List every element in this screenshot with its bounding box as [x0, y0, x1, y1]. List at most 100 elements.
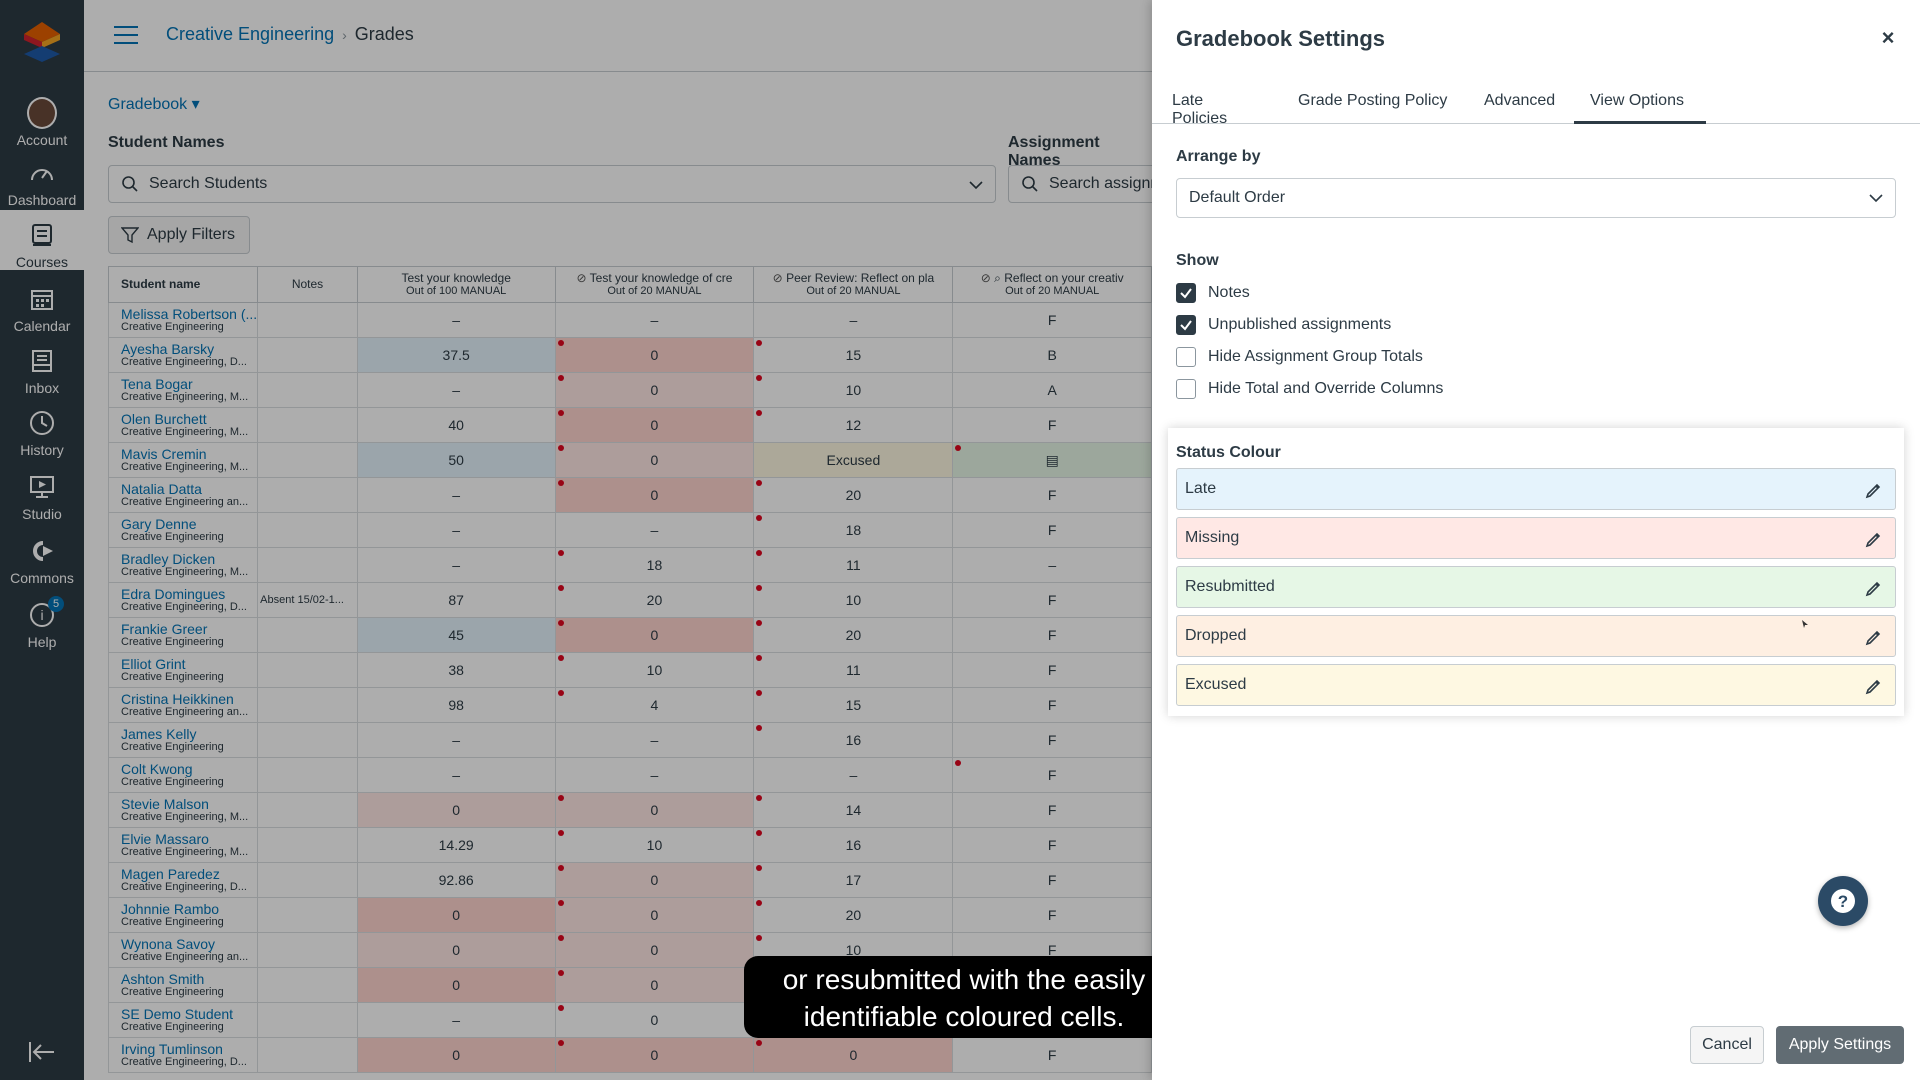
status-missing[interactable]: Missing [1176, 517, 1896, 559]
checkbox-notes[interactable]: Notes [1176, 282, 1250, 304]
grade-cell[interactable]: F [952, 897, 1152, 933]
nav-dashboard[interactable]: Dashboard [0, 148, 84, 208]
grade-cell[interactable]: – [554, 302, 755, 338]
student-name-link[interactable]: Magen Paredez [121, 865, 220, 882]
edit-pencil-icon[interactable] [1865, 677, 1883, 695]
edit-pencil-icon[interactable] [1865, 579, 1883, 597]
grade-cell[interactable]: F [952, 827, 1152, 863]
grade-cell[interactable]: 10 [753, 582, 954, 618]
hamburger-menu-icon[interactable] [114, 26, 138, 46]
checkbox-box[interactable] [1176, 379, 1196, 399]
notes-cell[interactable] [257, 932, 358, 968]
grade-cell[interactable]: 10 [554, 827, 755, 863]
notes-cell[interactable] [257, 617, 358, 653]
edit-pencil-icon[interactable] [1865, 628, 1883, 646]
column-header-assignment-3[interactable]: ⊘ Peer Review: Reflect on pla Out of 20 M… [753, 266, 954, 303]
grade-cell[interactable]: 0 [554, 337, 755, 373]
student-name-link[interactable]: Gary Denne [121, 515, 197, 532]
tab-grade-posting-policy[interactable]: Grade Posting Policy [1298, 92, 1448, 109]
student-name-link[interactable]: Natalia Datta [121, 480, 202, 497]
column-header-student-name[interactable]: Student name [107, 266, 259, 303]
grade-cell[interactable]: 20 [554, 582, 755, 618]
grade-cell[interactable]: 92.86 [356, 862, 556, 898]
notes-cell[interactable] [257, 407, 358, 443]
checkbox-box[interactable] [1176, 347, 1196, 367]
nav-account[interactable]: Account [0, 88, 84, 148]
grade-cell[interactable]: 0 [356, 897, 556, 933]
canvas-logo-icon[interactable] [22, 20, 62, 64]
student-name-link[interactable]: Olen Burchett [121, 410, 207, 427]
grade-cell[interactable]: – [356, 302, 556, 338]
apply-settings-button[interactable]: Apply Settings [1776, 1026, 1904, 1064]
nav-studio[interactable]: Studio [0, 462, 84, 522]
student-name-link[interactable]: Bradley Dicken [121, 550, 216, 567]
tab-view-options[interactable]: View Options [1574, 92, 1706, 124]
student-name-link[interactable]: Wynona Savoy [121, 935, 216, 952]
student-name-link[interactable]: Elliot Grint [121, 655, 186, 672]
modal-backdrop[interactable] [0, 0, 1152, 1080]
student-name-link[interactable]: Melissa Robertson (... [121, 305, 258, 322]
notes-cell[interactable] [257, 722, 358, 758]
grade-cell[interactable]: 20 [753, 897, 954, 933]
grade-cell[interactable]: 15 [753, 337, 954, 373]
student-name-link[interactable]: Colt Kwong [121, 760, 193, 777]
status-excused[interactable]: Excused [1176, 664, 1896, 706]
grade-cell[interactable]: 87 [356, 582, 556, 618]
nav-calendar[interactable]: Calendar [0, 274, 84, 334]
student-name-link[interactable]: Edra Domingues [121, 585, 226, 602]
grade-cell[interactable]: 40 [356, 407, 556, 443]
grade-cell[interactable]: F [952, 1037, 1152, 1073]
grade-cell[interactable]: 0 [554, 1002, 755, 1038]
grade-cell[interactable]: F [952, 477, 1152, 513]
grade-cell[interactable]: – [356, 1002, 556, 1038]
grade-cell[interactable]: – [753, 757, 954, 793]
tab-advanced[interactable]: Advanced [1484, 92, 1556, 109]
notes-cell[interactable] [257, 652, 358, 688]
grade-cell[interactable]: – [554, 757, 755, 793]
status-late[interactable]: Late [1176, 468, 1896, 510]
tab-late-policies[interactable]: Late Policies [1172, 92, 1228, 127]
grade-cell[interactable]: 18 [554, 547, 755, 583]
notes-cell[interactable] [257, 862, 358, 898]
grade-cell[interactable]: 20 [753, 617, 954, 653]
grade-cell[interactable]: A [952, 372, 1152, 408]
grade-cell[interactable]: 16 [753, 722, 954, 758]
student-name-link[interactable]: SE Demo Student [121, 1005, 234, 1022]
close-icon[interactable]: × [1881, 25, 1895, 50]
grade-cell[interactable]: 14 [753, 792, 954, 828]
notes-cell[interactable]: Absent 15/02-1... [257, 582, 358, 618]
grade-cell[interactable]: F [952, 407, 1152, 443]
grade-cell[interactable]: F [952, 687, 1152, 723]
edit-pencil-icon[interactable] [1865, 481, 1883, 499]
grade-cell[interactable]: 0 [554, 932, 755, 968]
column-header-notes[interactable]: Notes [257, 266, 358, 303]
grade-cell[interactable]: 16 [753, 827, 954, 863]
checkbox-box[interactable] [1176, 315, 1196, 335]
column-header-assignment-1[interactable]: Test your knowledge Out of 100 MANUAL [356, 266, 556, 303]
grade-cell[interactable]: 38 [356, 652, 556, 688]
grade-cell[interactable]: 17 [753, 862, 954, 898]
grade-cell[interactable]: F [952, 512, 1152, 548]
student-name-link[interactable]: Irving Tumlinson [121, 1040, 223, 1057]
checkbox-hide-total-override[interactable]: Hide Total and Override Columns [1176, 378, 1443, 400]
student-name-link[interactable]: James Kelly [121, 725, 197, 742]
checkbox-box[interactable] [1176, 283, 1196, 303]
grade-cell[interactable]: 0 [554, 1037, 755, 1073]
nav-help[interactable]: i 5 Help [0, 590, 84, 650]
notes-cell[interactable] [257, 1002, 358, 1038]
collapse-nav-icon[interactable] [28, 1040, 56, 1064]
nav-courses[interactable]: Courses [0, 210, 84, 270]
grade-cell[interactable]: – [356, 722, 556, 758]
grade-cell[interactable]: 20 [753, 477, 954, 513]
notes-cell[interactable] [257, 512, 358, 548]
assignment-search-input[interactable]: Search assignm [1008, 165, 1152, 203]
notes-cell[interactable] [257, 827, 358, 863]
grade-cell[interactable]: 0 [356, 1037, 556, 1073]
grade-cell[interactable]: 0 [554, 477, 755, 513]
grade-cell[interactable]: 0 [356, 932, 556, 968]
breadcrumb-course[interactable]: Creative Engineering [166, 24, 335, 44]
grade-cell[interactable]: – [554, 722, 755, 758]
apply-filters-button[interactable]: Apply Filters [108, 216, 250, 254]
student-name-link[interactable]: Elvie Massaro [121, 830, 209, 847]
student-name-link[interactable]: Frankie Greer [121, 620, 208, 637]
